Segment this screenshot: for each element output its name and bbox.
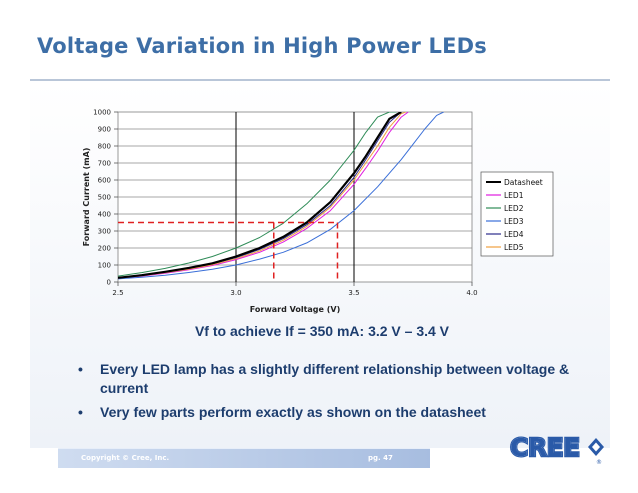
cree-logo: CREE CREE ® — [509, 432, 604, 465]
vf-caption: Vf to achieve If = 350 mA: 3.2 V – 3.4 V — [194, 323, 450, 339]
series-line-led3 — [118, 112, 444, 280]
cree-logo-wordmark-fill: CREE — [510, 433, 580, 462]
footer-copyright: Copyright © Cree, Inc. — [81, 454, 170, 462]
bullet-item: • Very few parts perform exactly as shown… — [78, 403, 598, 422]
legend-label-led2: LED2 — [504, 204, 524, 213]
series-line-led1 — [118, 112, 409, 279]
cree-logo-wordmark: CREE — [510, 433, 580, 462]
y-tick-label: 900 — [98, 126, 111, 134]
x-tick-label: 2.5 — [112, 289, 123, 297]
series-line-led2 — [118, 112, 397, 277]
title-divider — [30, 79, 610, 81]
bullet-text: Every LED lamp has a slightly different … — [100, 361, 570, 396]
y-tick-label: 700 — [98, 160, 111, 168]
series-line-datasheet — [118, 112, 402, 279]
y-tick-label: 200 — [98, 245, 111, 253]
x-tick-label: 3.5 — [348, 289, 359, 297]
x-axis-title: Forward Voltage (V) — [250, 305, 340, 314]
y-tick-label: 1000 — [93, 109, 111, 117]
y-tick-label: 800 — [98, 143, 111, 151]
legend-label-led1: LED1 — [504, 191, 524, 200]
y-tick-label: 500 — [98, 194, 111, 202]
legend-label-datasheet: Datasheet — [504, 178, 543, 187]
slide-title: Voltage Variation in High Power LEDs — [37, 34, 487, 58]
bullet-text: Very few parts perform exactly as shown … — [100, 404, 486, 420]
legend-label-led4: LED4 — [504, 230, 524, 239]
registered-mark: ® — [596, 459, 602, 465]
y-tick-label: 100 — [98, 262, 111, 270]
bullet-list: • Every LED lamp has a slightly different… — [78, 360, 598, 427]
y-tick-label: 600 — [98, 177, 111, 185]
y-tick-label: 400 — [98, 211, 111, 219]
legend-box — [480, 171, 554, 257]
bullet-item: • Every LED lamp has a slightly different… — [78, 360, 598, 398]
footer-band — [58, 448, 430, 468]
x-tick-label: 4.0 — [466, 289, 477, 297]
y-tick-label: 0 — [107, 279, 111, 287]
legend-label-led5: LED5 — [504, 243, 524, 252]
x-tick-label: 3.0 — [230, 289, 241, 297]
bullet-marker: • — [78, 361, 83, 377]
legend-label-led3: LED3 — [504, 217, 524, 226]
footer-page-number: pg. 47 — [368, 454, 393, 462]
cree-logo-diamond-icon — [588, 438, 604, 456]
y-tick-label: 300 — [98, 228, 111, 236]
y-axis-title: Forward Current (mA) — [82, 148, 91, 247]
bullet-marker: • — [78, 404, 83, 420]
